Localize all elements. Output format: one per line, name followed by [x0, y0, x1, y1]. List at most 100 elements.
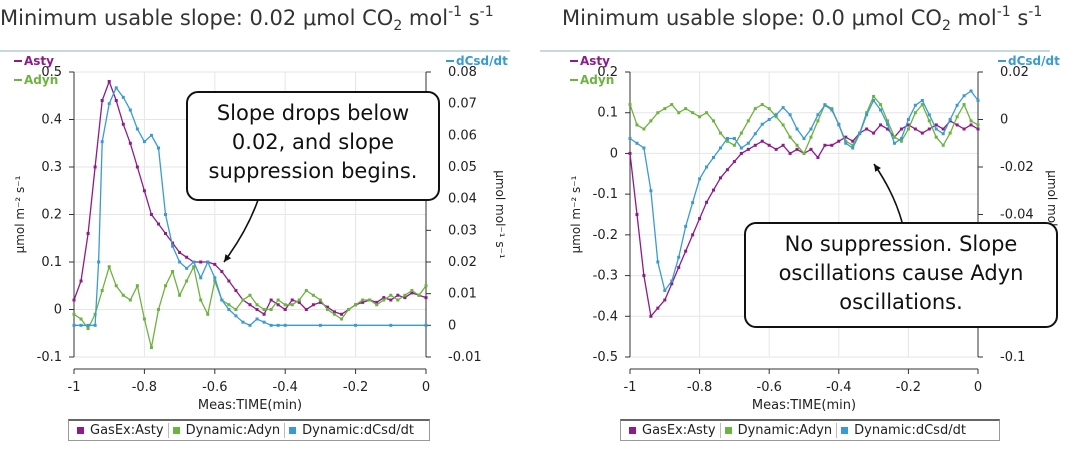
data-point: [753, 107, 757, 111]
x-tick-label: -0.8: [132, 380, 157, 395]
data-point: [649, 189, 653, 193]
data-point: [712, 188, 716, 192]
data-point: [892, 141, 896, 145]
data-point: [185, 255, 189, 259]
data-point: [290, 298, 294, 302]
data-point: [830, 143, 834, 147]
data-point: [269, 308, 273, 311]
data-point: [899, 137, 903, 140]
data-point: [354, 303, 358, 307]
data-point: [955, 115, 959, 119]
data-point: [93, 165, 97, 169]
x-tick-label: -1: [624, 380, 637, 395]
callout-arrowhead: [874, 164, 881, 172]
data-point: [934, 123, 938, 127]
data-point: [725, 139, 729, 143]
y-tick-label: 0.1: [597, 106, 618, 121]
y2-tick-label: 0: [448, 318, 456, 333]
data-point: [121, 293, 125, 297]
legend-label: Dynamic:dCsd/dt: [854, 423, 966, 438]
data-point: [628, 137, 632, 140]
data-point: [86, 323, 90, 327]
series-gasex-asty: [72, 79, 428, 316]
data-point: [913, 127, 917, 131]
callout-arrow: [873, 163, 903, 223]
data-point: [121, 95, 125, 99]
data-point: [851, 143, 855, 147]
data-point: [332, 312, 336, 316]
data-point: [670, 282, 674, 286]
data-point: [851, 146, 855, 150]
data-point: [262, 308, 266, 311]
y-tick-label: 0.5: [41, 65, 62, 80]
data-point: [746, 119, 750, 123]
data-point: [865, 127, 869, 131]
series-dynamic-adyn: [628, 94, 980, 155]
data-point: [760, 139, 764, 143]
data-point: [206, 260, 210, 264]
data-point: [712, 156, 716, 159]
data-point: [802, 137, 806, 140]
data-point: [410, 291, 414, 295]
x-tick-label: -0.2: [896, 380, 921, 395]
data-point: [424, 284, 428, 288]
data-point: [410, 289, 414, 292]
data-point: [199, 260, 203, 264]
data-point: [262, 312, 266, 316]
y2-tick-label: 0.01: [448, 287, 477, 302]
data-point: [269, 298, 273, 302]
data-point: [368, 298, 372, 302]
data-point: [340, 317, 344, 321]
data-point: [899, 127, 903, 131]
data-point: [879, 123, 883, 127]
data-point: [698, 177, 702, 181]
data-point: [746, 147, 750, 151]
data-point: [767, 143, 771, 147]
data-point: [100, 140, 104, 144]
data-point: [297, 300, 301, 304]
legend-swatch: [289, 427, 297, 434]
data-point: [906, 127, 910, 131]
axis-top-label-dcsd: dCsd/dt: [1008, 54, 1060, 68]
legend-item: Dynamic:Adyn: [169, 423, 286, 438]
y2-tick-label: 0: [1000, 113, 1008, 128]
data-point: [732, 137, 736, 140]
data-point: [858, 132, 862, 136]
legend-label: Dynamic:Adyn: [737, 423, 833, 438]
data-point: [955, 103, 959, 107]
legend-label: Dynamic:Adyn: [185, 423, 281, 438]
data-point: [663, 298, 667, 302]
data-point: [816, 113, 820, 117]
data-point: [375, 300, 379, 304]
data-point: [684, 224, 688, 228]
data-point: [781, 143, 785, 147]
y-tick-label: 0: [610, 146, 618, 161]
data-point: [276, 298, 280, 302]
y2-tick-label: -0.1: [1000, 350, 1025, 365]
data-point: [663, 289, 667, 292]
chart-panel-left: Minimum usable slope: 0.02 μmol CO2 mol-…: [0, 4, 510, 441]
data-point: [670, 279, 674, 283]
series-line: [73, 264, 427, 348]
data-point: [656, 111, 660, 115]
data-point: [642, 274, 646, 278]
data-point: [969, 123, 973, 127]
data-point: [192, 260, 196, 264]
data-point: [732, 160, 736, 164]
data-point: [220, 298, 224, 302]
data-point: [283, 323, 287, 327]
data-point: [816, 156, 820, 159]
data-point: [844, 139, 848, 143]
y-tick-label: 0.2: [597, 65, 618, 80]
data-point: [955, 123, 959, 127]
data-point: [969, 89, 973, 93]
data-point: [809, 147, 813, 151]
data-point: [276, 323, 280, 327]
data-point: [100, 289, 104, 292]
data-point: [705, 111, 709, 115]
y2-axis-label: μmol mol⁻¹ s⁻¹: [493, 170, 507, 259]
data-point: [698, 217, 702, 221]
data-point: [802, 151, 806, 155]
data-point: [635, 213, 639, 216]
data-point: [628, 151, 632, 155]
